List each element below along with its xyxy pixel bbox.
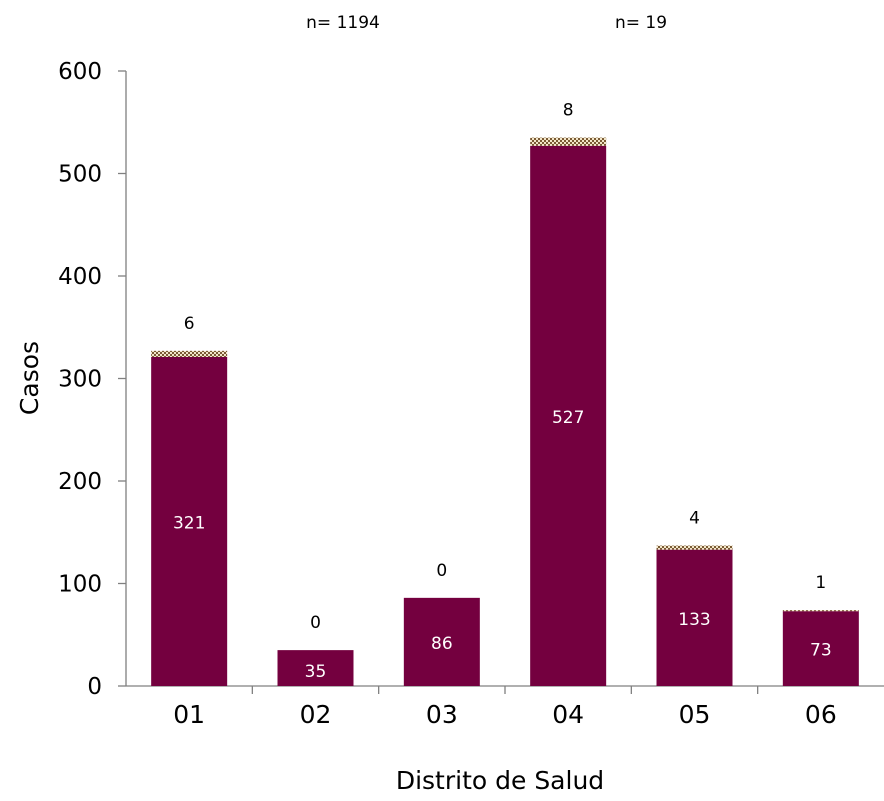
bar-06-main	[782, 611, 859, 686]
y-tick-label-6: 600	[58, 59, 102, 85]
value-label-06-main: 73	[810, 641, 832, 661]
value-label-05-stack: 4	[689, 509, 700, 529]
bar-05-stack	[656, 545, 733, 550]
y-tick-label-5: 500	[58, 162, 102, 188]
value-label-03-main: 86	[431, 634, 453, 654]
x-axis-label: Distrito de Salud	[396, 766, 604, 795]
bar-04-main	[530, 145, 607, 686]
value-label-01-main: 321	[173, 513, 205, 533]
value-label-02-stack: 0	[310, 613, 321, 633]
y-tick-label-2: 200	[58, 469, 102, 495]
x-tick-label-04: 04	[552, 700, 584, 729]
x-tick-label-01: 01	[173, 700, 205, 729]
value-label-01-stack: 6	[184, 314, 195, 334]
bar-05-main	[656, 549, 733, 686]
bar-04-stack	[530, 137, 607, 146]
bar-03-main	[403, 597, 480, 686]
x-tick-label-03: 03	[426, 700, 458, 729]
annotation-subset: n= 19	[615, 13, 667, 33]
bar-01-stack	[151, 350, 228, 357]
y-tick-label-4: 400	[58, 264, 102, 290]
value-label-04-main: 527	[552, 408, 584, 428]
x-tick-label-05: 05	[679, 700, 711, 729]
y-tick-label-3: 300	[58, 367, 102, 393]
y-axis-label: Casos	[15, 341, 44, 415]
y-tick-label-1: 100	[58, 572, 102, 598]
value-label-05-main: 133	[678, 610, 710, 630]
y-tick-label-0: 0	[87, 674, 102, 700]
x-tick-label-06: 06	[805, 700, 837, 729]
value-label-03-stack: 0	[436, 561, 447, 581]
value-label-04-stack: 8	[563, 101, 574, 121]
value-label-02-main: 35	[305, 662, 327, 682]
x-tick-label-02: 02	[300, 700, 332, 729]
bar-02-main	[277, 650, 354, 686]
plot-area: 0 100 200 300 400 500 600 01 321 6 02 35 0 03 86 0 04 527…	[58, 59, 884, 729]
bar-06-stack	[782, 610, 859, 612]
value-label-06-stack: 1	[815, 573, 826, 593]
annotation-total: n= 1194	[306, 13, 380, 33]
bar-01-main	[151, 356, 228, 686]
